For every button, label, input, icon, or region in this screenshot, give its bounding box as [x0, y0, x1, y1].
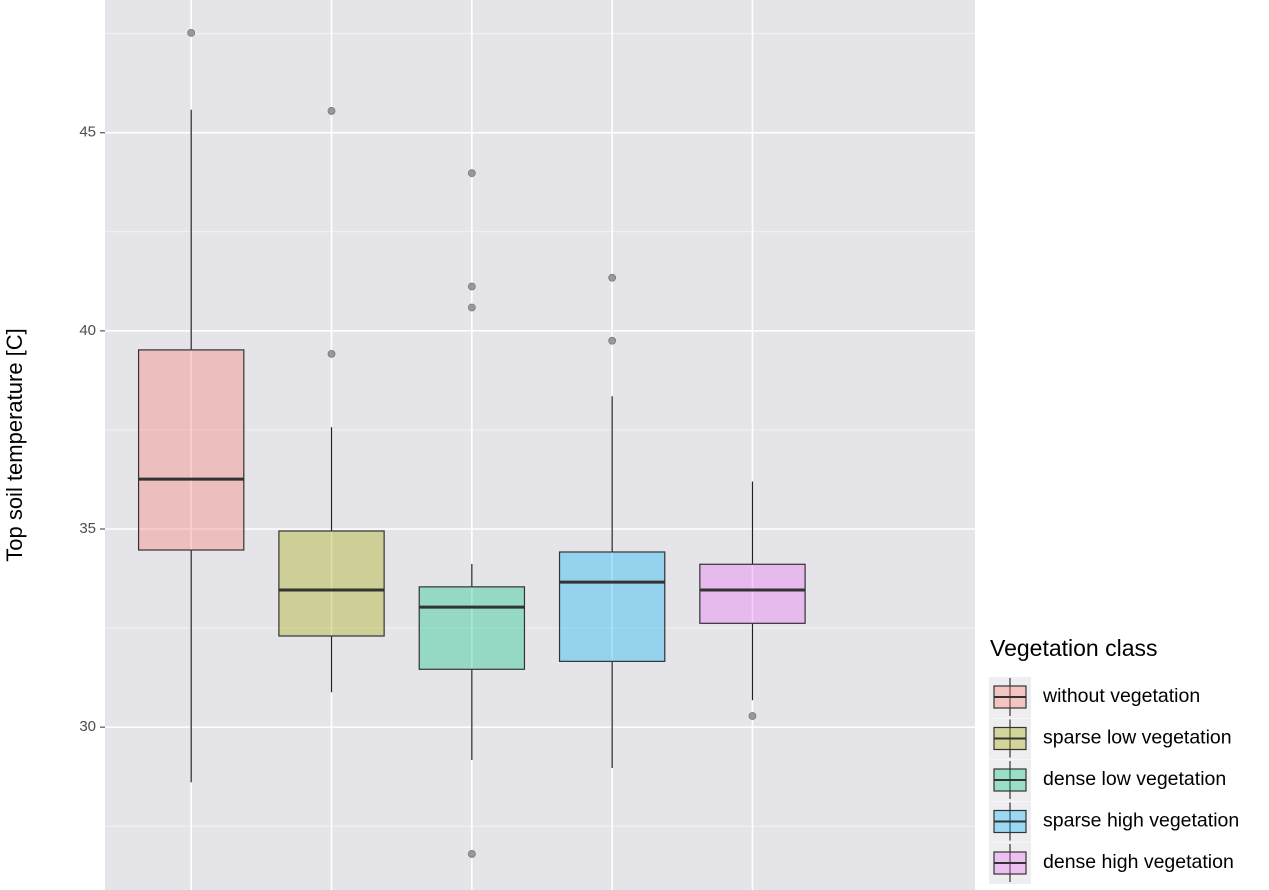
- box: [278, 530, 385, 637]
- legend-label: dense high vegetation: [1043, 851, 1234, 873]
- outlier: [327, 107, 336, 115]
- legend-label: sparse high vegetation: [1043, 810, 1239, 832]
- legend-label: dense low vegetation: [1043, 768, 1226, 790]
- outlier: [608, 336, 617, 345]
- outlier: [187, 28, 196, 37]
- box: [558, 551, 666, 662]
- y-tick-label: 35: [79, 520, 96, 537]
- y-axis-label: Top soil temperature [C]: [2, 328, 27, 562]
- box: [418, 586, 526, 670]
- y-tick-label: 40: [79, 322, 96, 339]
- box: [137, 349, 245, 551]
- outlier: [467, 282, 476, 291]
- y-tick-label: 30: [79, 718, 96, 735]
- outlier: [467, 303, 476, 312]
- outlier: [467, 169, 476, 178]
- outlier: [608, 273, 617, 282]
- y-tick-label: 45: [79, 124, 96, 141]
- outlier: [748, 712, 757, 720]
- outlier: [327, 349, 336, 358]
- legend-label: sparse low vegetation: [1043, 727, 1232, 749]
- outlier: [467, 850, 476, 858]
- plot-panel: [105, 0, 975, 890]
- legend-title: Vegetation class: [990, 635, 1158, 661]
- box: [699, 563, 806, 624]
- legend-label: without vegetation: [1042, 685, 1200, 707]
